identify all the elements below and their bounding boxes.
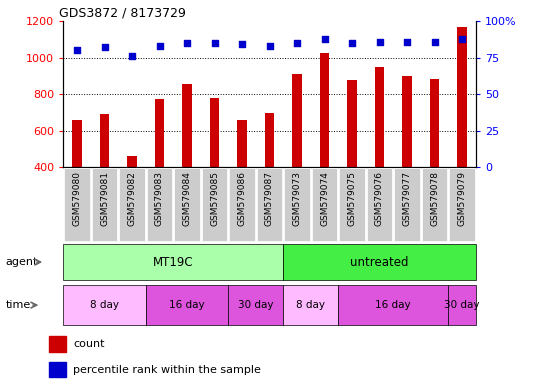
FancyBboxPatch shape xyxy=(91,168,118,241)
FancyBboxPatch shape xyxy=(119,168,145,241)
Text: GDS3872 / 8173729: GDS3872 / 8173729 xyxy=(59,7,186,20)
Point xyxy=(430,38,439,45)
Bar xyxy=(347,80,357,240)
Text: 8 day: 8 day xyxy=(296,300,325,310)
Bar xyxy=(448,285,476,325)
FancyBboxPatch shape xyxy=(421,168,448,241)
Point xyxy=(73,47,81,53)
Text: GSM579079: GSM579079 xyxy=(458,171,466,226)
Text: GSM579077: GSM579077 xyxy=(403,171,411,226)
Bar xyxy=(283,285,338,325)
Point xyxy=(320,36,329,42)
Text: GSM579080: GSM579080 xyxy=(73,171,81,226)
Text: GSM579086: GSM579086 xyxy=(238,171,246,226)
Bar xyxy=(72,120,82,240)
Text: GSM579075: GSM579075 xyxy=(348,171,356,226)
Bar xyxy=(49,336,66,352)
FancyBboxPatch shape xyxy=(229,168,255,241)
Bar xyxy=(63,285,146,325)
Bar xyxy=(338,285,448,325)
FancyBboxPatch shape xyxy=(366,168,392,241)
Bar xyxy=(457,26,467,240)
Text: GSM579074: GSM579074 xyxy=(320,171,329,226)
Text: GSM579084: GSM579084 xyxy=(183,171,191,226)
Text: GSM579085: GSM579085 xyxy=(210,171,219,226)
Text: 30 day: 30 day xyxy=(444,300,480,310)
Text: 8 day: 8 day xyxy=(90,300,119,310)
Point xyxy=(210,40,219,46)
Bar xyxy=(265,113,274,240)
Bar xyxy=(228,285,283,325)
Point xyxy=(128,53,136,59)
Bar xyxy=(182,84,192,240)
Point xyxy=(293,40,301,46)
Point xyxy=(238,41,246,48)
Point xyxy=(458,36,466,42)
Text: 30 day: 30 day xyxy=(238,300,273,310)
Text: GSM579083: GSM579083 xyxy=(155,171,164,226)
Text: agent: agent xyxy=(6,257,38,267)
FancyBboxPatch shape xyxy=(449,168,475,241)
Text: untreated: untreated xyxy=(350,256,409,268)
Bar xyxy=(430,79,439,240)
Bar xyxy=(100,114,109,240)
FancyBboxPatch shape xyxy=(146,168,173,241)
Bar xyxy=(146,285,228,325)
Bar xyxy=(283,244,476,280)
FancyBboxPatch shape xyxy=(174,168,200,241)
Text: time: time xyxy=(6,300,31,310)
FancyBboxPatch shape xyxy=(284,168,310,241)
FancyBboxPatch shape xyxy=(64,168,90,241)
Bar xyxy=(375,67,384,240)
Text: GSM579078: GSM579078 xyxy=(430,171,439,226)
Text: GSM579082: GSM579082 xyxy=(128,171,136,226)
Text: percentile rank within the sample: percentile rank within the sample xyxy=(73,364,261,374)
Text: 16 day: 16 day xyxy=(376,300,411,310)
Bar xyxy=(320,53,329,240)
FancyBboxPatch shape xyxy=(394,168,420,241)
Text: GSM579076: GSM579076 xyxy=(375,171,384,226)
FancyBboxPatch shape xyxy=(201,168,228,241)
Text: GSM579087: GSM579087 xyxy=(265,171,274,226)
FancyBboxPatch shape xyxy=(257,168,283,241)
Bar xyxy=(155,99,164,240)
Text: 16 day: 16 day xyxy=(169,300,205,310)
FancyBboxPatch shape xyxy=(311,168,338,241)
Bar xyxy=(127,156,137,240)
Text: GSM579073: GSM579073 xyxy=(293,171,301,226)
Bar xyxy=(210,98,219,240)
Text: MT19C: MT19C xyxy=(153,256,194,268)
Point xyxy=(155,43,164,49)
Point xyxy=(375,38,384,45)
Point xyxy=(403,38,411,45)
Text: GSM579081: GSM579081 xyxy=(100,171,109,226)
Point xyxy=(265,43,274,49)
FancyBboxPatch shape xyxy=(339,168,365,241)
Point xyxy=(183,40,191,46)
Bar xyxy=(237,120,247,240)
Bar xyxy=(63,244,283,280)
Point xyxy=(100,44,109,50)
Bar xyxy=(49,362,66,377)
Point xyxy=(348,40,356,46)
Bar xyxy=(292,74,302,240)
Text: count: count xyxy=(73,339,104,349)
Bar xyxy=(402,76,412,240)
